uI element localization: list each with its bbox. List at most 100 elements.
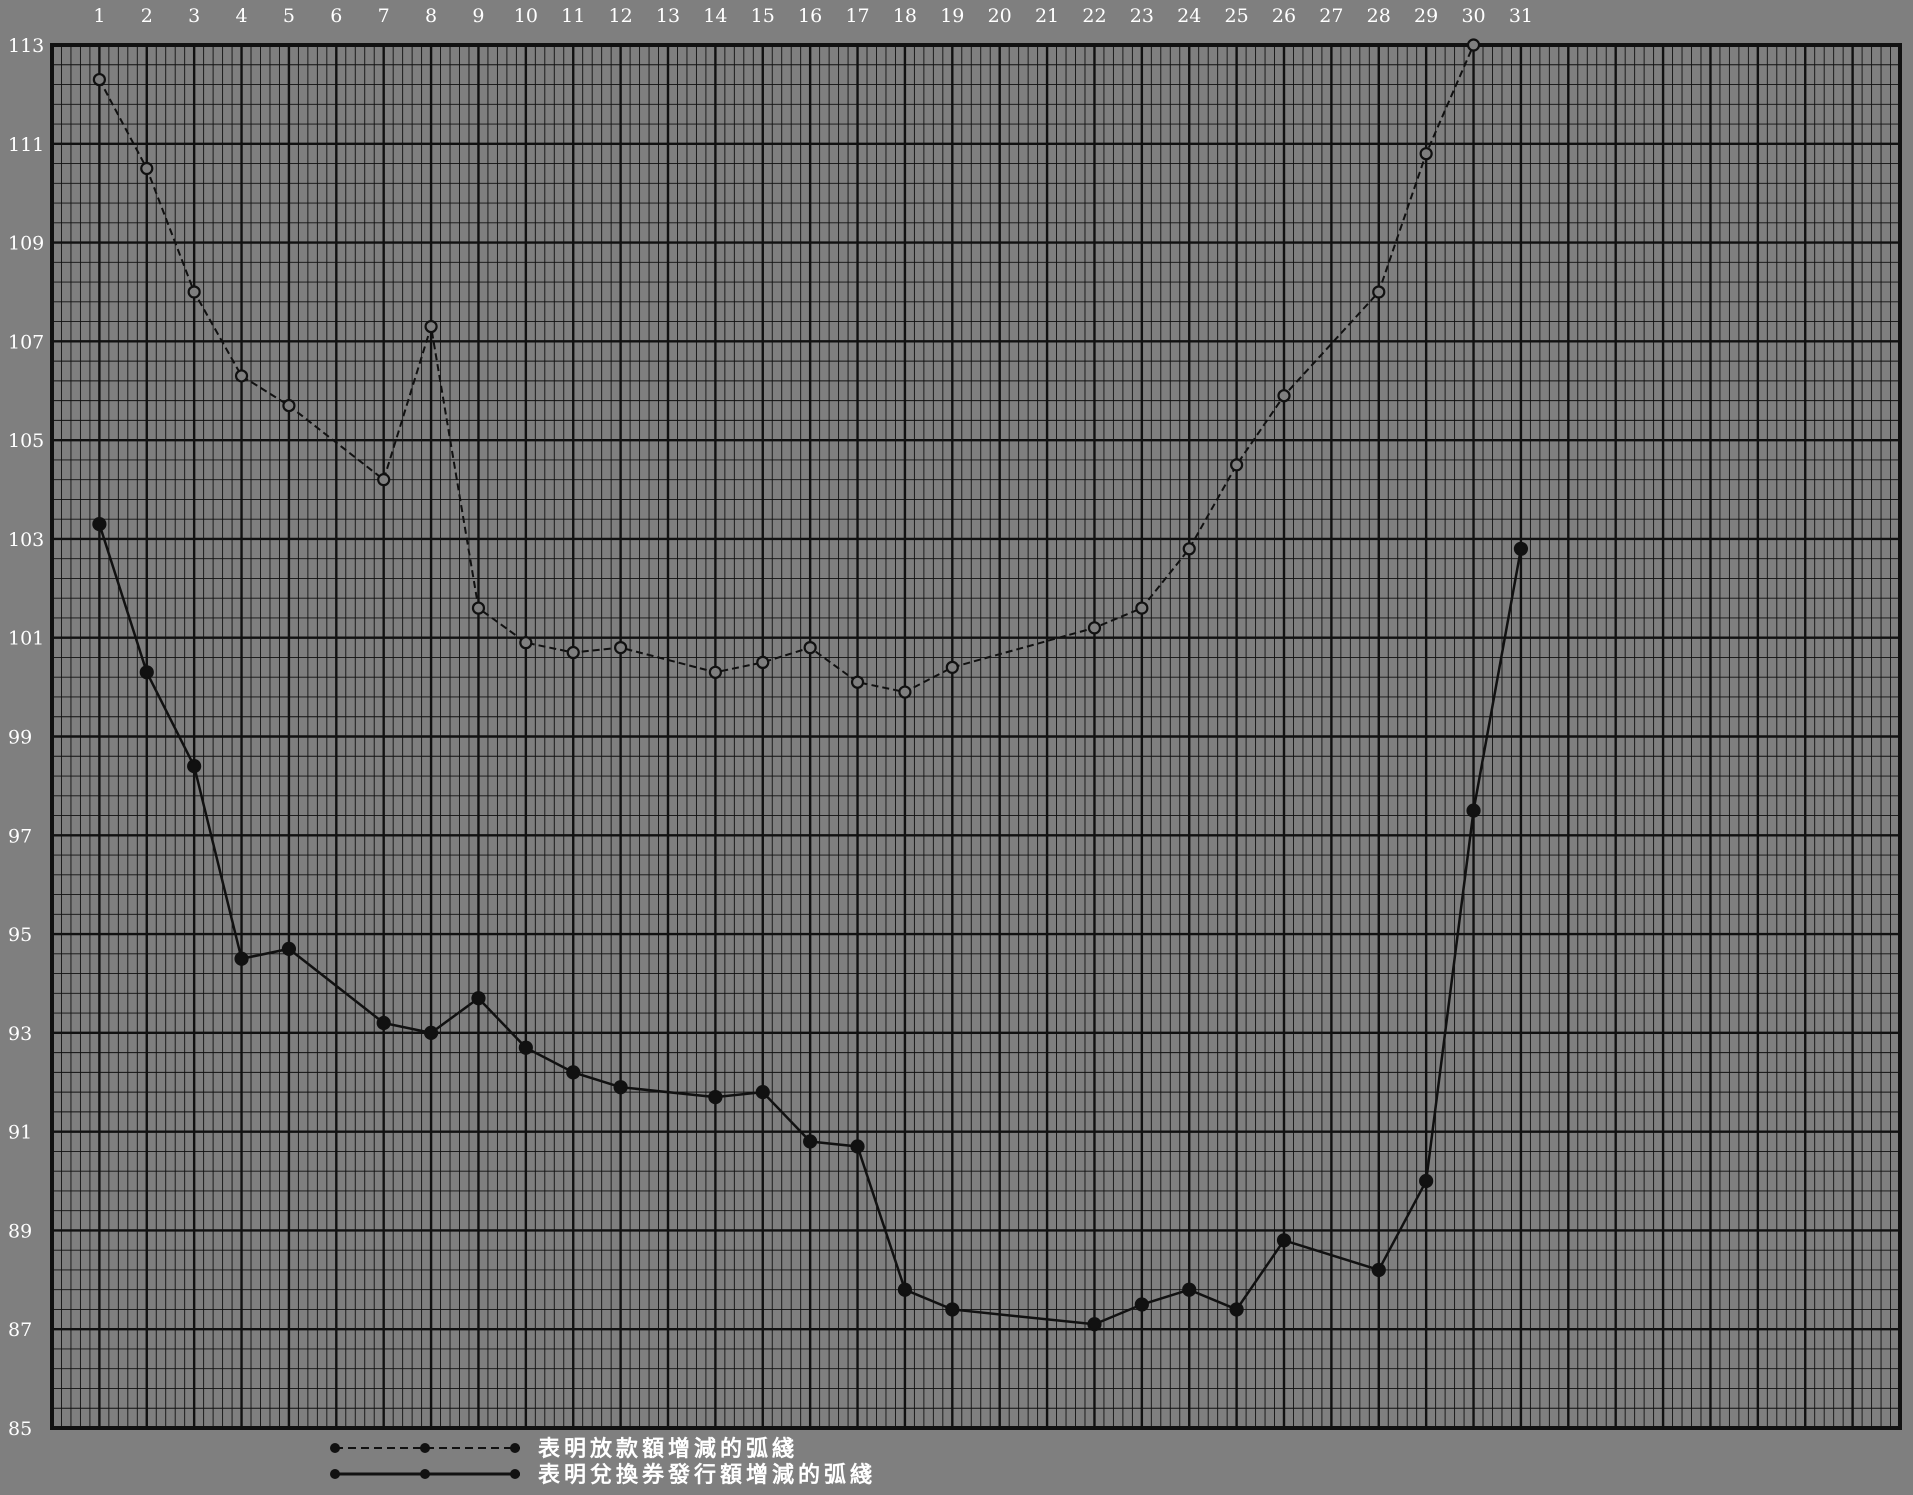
series-point (613, 1080, 628, 1095)
series-point (376, 1015, 391, 1031)
series-point (92, 517, 107, 532)
series-point (850, 675, 865, 689)
x-tick-label: 6 (330, 5, 342, 27)
y-tick-label: 103 (8, 529, 44, 551)
series-point (1513, 541, 1529, 556)
x-tick-label: 1 (93, 5, 105, 27)
series-point (708, 665, 722, 679)
series-point (898, 685, 912, 699)
series-point (424, 319, 438, 334)
series-point (471, 991, 486, 1006)
chart-series (92, 38, 1529, 1332)
legend-marker (510, 1469, 520, 1479)
legend-marker (330, 1443, 340, 1453)
y-tick-label: 91 (8, 1122, 32, 1144)
series-point (945, 1302, 960, 1317)
series-point (92, 72, 106, 87)
series-point (518, 1040, 533, 1055)
y-tick-label: 111 (8, 134, 44, 156)
x-tick-label: 15 (751, 5, 775, 27)
x-axis-ticks: 1 2 3 4 5 6 7 8 9 10 11 12 13 14 15 16 17 18 19 20 21 22 23 24 2… (93, 5, 1533, 27)
series-point (566, 645, 580, 660)
y-tick-label: 109 (8, 233, 44, 255)
x-tick-label: 7 (378, 5, 390, 27)
x-tick-label: 30 (1461, 5, 1485, 27)
y-tick-label: 107 (8, 331, 44, 353)
series-point (1182, 542, 1196, 556)
x-tick-label: 29 (1414, 5, 1438, 27)
chart-grid (50, 43, 1902, 1430)
series-point (755, 1085, 770, 1100)
x-tick-label: 5 (283, 5, 295, 27)
series-point (281, 941, 297, 956)
x-tick-label: 9 (472, 5, 484, 27)
x-tick-label: 8 (425, 5, 437, 27)
series-point (187, 759, 202, 774)
y-tick-label: 93 (8, 1023, 32, 1045)
y-tick-label: 87 (8, 1319, 32, 1341)
legend-label: 表明兌換券發行額增減的弧綫 (538, 1462, 876, 1488)
y-tick-label: 95 (8, 924, 32, 946)
x-tick-label: 14 (703, 5, 727, 27)
series-point (471, 601, 486, 615)
series-point (1276, 1233, 1292, 1248)
series-point (945, 660, 959, 674)
x-tick-label: 2 (141, 5, 153, 27)
series-point (234, 369, 249, 383)
series-point (803, 640, 817, 655)
x-tick-label: 11 (561, 5, 585, 27)
x-tick-label: 3 (188, 5, 200, 27)
x-tick-label: 20 (988, 5, 1012, 27)
series-point (377, 473, 391, 487)
y-tick-label: 85 (8, 1418, 32, 1440)
x-tick-label: 22 (1082, 5, 1106, 27)
series-point (519, 636, 533, 650)
series-point (1466, 38, 1481, 52)
series-point (1229, 1302, 1244, 1317)
x-tick-label: 13 (656, 5, 680, 27)
series-point (1087, 621, 1102, 635)
x-tick-label: 28 (1367, 5, 1391, 27)
x-tick-label: 16 (798, 5, 822, 27)
x-tick-label: 26 (1272, 5, 1296, 27)
x-tick-label: 25 (1225, 5, 1249, 27)
series-point (850, 1139, 865, 1154)
legend-marker (510, 1443, 520, 1453)
series-point (1134, 1297, 1149, 1312)
legend-marker (330, 1469, 340, 1479)
series-point (423, 1025, 439, 1040)
x-tick-label: 23 (1130, 5, 1154, 27)
legend-label: 表明放款額增減的弧綫 (538, 1436, 798, 1462)
y-tick-label: 99 (8, 727, 32, 749)
series-point (1087, 1317, 1102, 1332)
series-point (234, 951, 249, 966)
series-point (140, 161, 154, 176)
series-point (1372, 285, 1386, 299)
series-point (897, 1282, 913, 1297)
y-tick-label: 89 (8, 1220, 32, 1242)
series-point (756, 655, 770, 670)
x-tick-label: 21 (1035, 5, 1059, 27)
series-point (1230, 458, 1244, 472)
y-tick-label: 105 (8, 430, 44, 452)
series-point (566, 1065, 581, 1080)
x-tick-label: 24 (1177, 5, 1201, 27)
y-axis-ticks: 113 111 109 107 105 103 101 99 97 95 93 91 89 87 85 (8, 35, 44, 1440)
x-tick-label: 4 (235, 5, 247, 27)
series-point (1135, 601, 1149, 615)
series-point (1466, 803, 1481, 818)
series-point (139, 665, 154, 680)
series-point (803, 1134, 818, 1149)
series-point (1371, 1262, 1386, 1278)
x-tick-label: 27 (1319, 5, 1343, 27)
plot-border (50, 43, 1902, 1430)
legend-marker (420, 1443, 430, 1453)
x-tick-label: 17 (845, 5, 869, 27)
x-tick-label: 18 (893, 5, 917, 27)
series-point (187, 285, 201, 299)
series-point (282, 398, 296, 413)
series-point (708, 1089, 723, 1105)
series-point (1419, 147, 1433, 161)
